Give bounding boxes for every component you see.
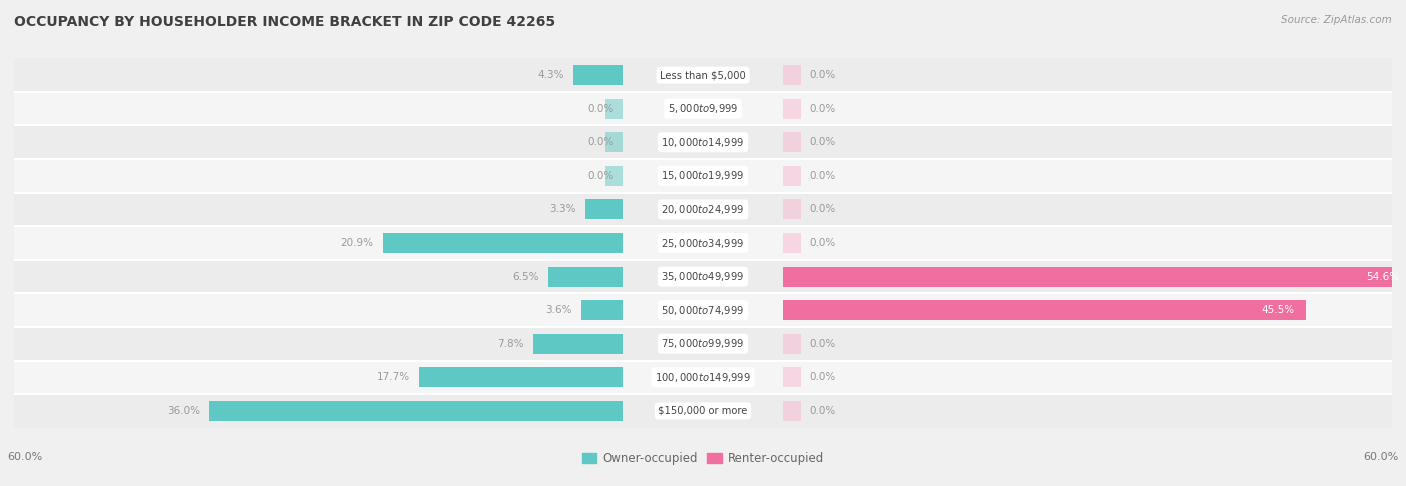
Text: 36.0%: 36.0% bbox=[167, 406, 200, 416]
Text: 0.0%: 0.0% bbox=[810, 205, 837, 214]
Bar bbox=[533, 334, 623, 354]
Bar bbox=[419, 367, 623, 387]
Bar bbox=[783, 166, 800, 186]
Bar bbox=[581, 300, 623, 320]
Legend: Owner-occupied, Renter-occupied: Owner-occupied, Renter-occupied bbox=[578, 447, 828, 470]
Text: 17.7%: 17.7% bbox=[377, 372, 411, 382]
Text: $150,000 or more: $150,000 or more bbox=[658, 406, 748, 416]
Text: 0.0%: 0.0% bbox=[810, 406, 837, 416]
Bar bbox=[783, 199, 800, 220]
Bar bbox=[574, 65, 623, 85]
Text: $50,000 to $74,999: $50,000 to $74,999 bbox=[661, 304, 745, 317]
Bar bbox=[14, 226, 1392, 260]
Bar bbox=[783, 334, 800, 354]
Text: 0.0%: 0.0% bbox=[810, 70, 837, 80]
Bar bbox=[783, 367, 800, 387]
Bar bbox=[14, 58, 1392, 92]
Text: 0.0%: 0.0% bbox=[810, 372, 837, 382]
Text: Source: ZipAtlas.com: Source: ZipAtlas.com bbox=[1281, 15, 1392, 25]
Text: 0.0%: 0.0% bbox=[810, 104, 837, 114]
Text: OCCUPANCY BY HOUSEHOLDER INCOME BRACKET IN ZIP CODE 42265: OCCUPANCY BY HOUSEHOLDER INCOME BRACKET … bbox=[14, 15, 555, 29]
Bar bbox=[783, 132, 800, 152]
Bar bbox=[14, 361, 1392, 394]
Bar bbox=[14, 192, 1392, 226]
Text: 0.0%: 0.0% bbox=[588, 171, 613, 181]
Bar bbox=[209, 401, 623, 421]
Bar bbox=[783, 233, 800, 253]
Text: 60.0%: 60.0% bbox=[1364, 452, 1399, 462]
Text: 20.9%: 20.9% bbox=[340, 238, 374, 248]
Text: 6.5%: 6.5% bbox=[512, 272, 538, 281]
Text: Less than $5,000: Less than $5,000 bbox=[661, 70, 745, 80]
Text: 3.3%: 3.3% bbox=[550, 205, 575, 214]
Bar bbox=[783, 99, 800, 119]
Text: $20,000 to $24,999: $20,000 to $24,999 bbox=[661, 203, 745, 216]
Text: $100,000 to $149,999: $100,000 to $149,999 bbox=[655, 371, 751, 384]
Text: $25,000 to $34,999: $25,000 to $34,999 bbox=[661, 237, 745, 249]
Text: 45.5%: 45.5% bbox=[1261, 305, 1295, 315]
Text: 3.6%: 3.6% bbox=[546, 305, 572, 315]
Bar bbox=[548, 266, 623, 287]
Text: $75,000 to $99,999: $75,000 to $99,999 bbox=[661, 337, 745, 350]
Bar bbox=[14, 92, 1392, 125]
Bar bbox=[606, 132, 623, 152]
Bar bbox=[606, 99, 623, 119]
Text: 7.8%: 7.8% bbox=[498, 339, 524, 349]
Bar bbox=[14, 394, 1392, 428]
Text: 4.3%: 4.3% bbox=[537, 70, 564, 80]
Text: 0.0%: 0.0% bbox=[588, 104, 613, 114]
Text: $10,000 to $14,999: $10,000 to $14,999 bbox=[661, 136, 745, 149]
Text: 0.0%: 0.0% bbox=[588, 137, 613, 147]
Text: 54.6%: 54.6% bbox=[1365, 272, 1399, 281]
Bar bbox=[783, 266, 1406, 287]
Text: 0.0%: 0.0% bbox=[810, 171, 837, 181]
Bar bbox=[606, 166, 623, 186]
Text: 0.0%: 0.0% bbox=[810, 238, 837, 248]
Bar bbox=[14, 260, 1392, 294]
Text: 0.0%: 0.0% bbox=[810, 137, 837, 147]
Bar bbox=[783, 401, 800, 421]
Bar bbox=[14, 294, 1392, 327]
Text: 60.0%: 60.0% bbox=[7, 452, 42, 462]
Text: 0.0%: 0.0% bbox=[810, 339, 837, 349]
Bar bbox=[783, 300, 1306, 320]
Bar bbox=[783, 65, 800, 85]
Bar bbox=[14, 327, 1392, 361]
Bar bbox=[585, 199, 623, 220]
Text: $15,000 to $19,999: $15,000 to $19,999 bbox=[661, 169, 745, 182]
Bar bbox=[14, 125, 1392, 159]
Bar bbox=[382, 233, 623, 253]
Text: $5,000 to $9,999: $5,000 to $9,999 bbox=[668, 102, 738, 115]
Text: $35,000 to $49,999: $35,000 to $49,999 bbox=[661, 270, 745, 283]
Bar bbox=[14, 159, 1392, 192]
